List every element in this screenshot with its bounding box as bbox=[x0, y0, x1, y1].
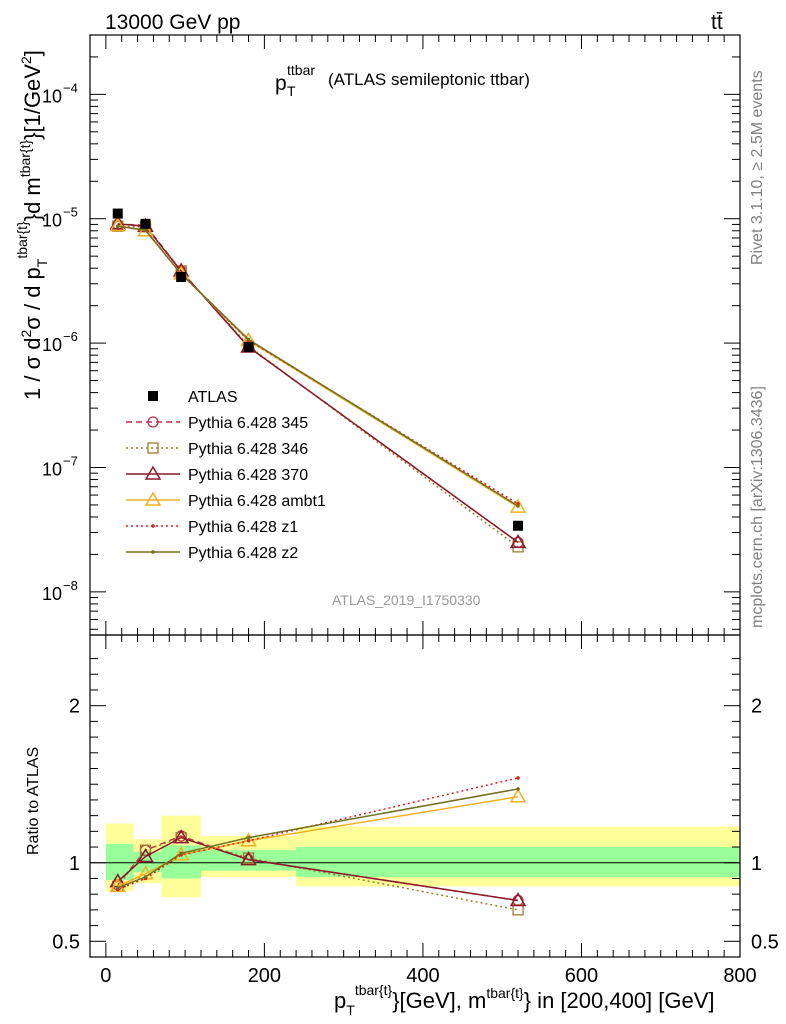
legend-marker bbox=[148, 391, 158, 401]
band-inner bbox=[296, 847, 740, 877]
svg-text:T: T bbox=[287, 83, 296, 99]
y-tick-label-right: 2 bbox=[751, 696, 762, 718]
legend-marker bbox=[151, 524, 155, 528]
legend-label: Pythia 6.428 z2 bbox=[188, 545, 298, 562]
y-tick-label: 1 bbox=[69, 853, 80, 875]
ratio-ylabel: Ratio to ATLAS bbox=[25, 747, 42, 855]
series-point bbox=[109, 215, 127, 230]
legend-label: Pythia 6.428 345 bbox=[188, 415, 308, 432]
ratio-series-point bbox=[172, 829, 190, 844]
rivet-label: Rivet 3.1.10, ≥ 2.5M events bbox=[749, 70, 766, 265]
header-left: 13000 GeV pp bbox=[105, 11, 240, 34]
series-point bbox=[115, 224, 120, 229]
y-tick-exponent: −5 bbox=[63, 205, 78, 220]
y-tick-label: 0.5 bbox=[52, 931, 80, 953]
svg-text:p: p bbox=[275, 72, 287, 95]
data-point bbox=[112, 208, 123, 219]
plot-title: p T ttbar (ATLAS semileptonic ttbar) bbox=[275, 62, 530, 99]
y-tick-label: 10 bbox=[42, 584, 62, 604]
legend-label: Pythia 6.428 z1 bbox=[188, 519, 298, 536]
svg-text:ttbar: ttbar bbox=[287, 62, 315, 78]
x-tick-label: 0 bbox=[100, 965, 111, 987]
series-point bbox=[509, 498, 527, 513]
svg-text:(ATLAS semileptonic ttbar): (ATLAS semileptonic ttbar) bbox=[328, 70, 530, 89]
analysis-id: ATLAS_2019_I1750330 bbox=[332, 592, 481, 608]
x-tick-label: 800 bbox=[723, 965, 756, 987]
legend-marker bbox=[151, 550, 155, 554]
ratio-series-point bbox=[516, 776, 520, 780]
legend: ATLAS Pythia 6.428 345 Pythia 6.428 346 Pyt… bbox=[126, 389, 326, 562]
header-right: tt̄ bbox=[711, 11, 723, 34]
legend-label: ATLAS bbox=[188, 389, 238, 406]
series-line bbox=[117, 223, 519, 543]
band-inner bbox=[200, 850, 297, 871]
ratio-series-line bbox=[117, 836, 519, 902]
series-point bbox=[109, 217, 127, 232]
legend-marker bbox=[147, 442, 159, 454]
legend-label: Pythia 6.428 346 bbox=[188, 441, 308, 458]
ratio-series-point bbox=[240, 851, 257, 866]
x-tick-label: 600 bbox=[565, 965, 598, 987]
ratio-series-point bbox=[246, 835, 251, 840]
ratio-series-line bbox=[117, 836, 519, 911]
legend-marker bbox=[144, 465, 162, 480]
y-tick-label-right: 0.5 bbox=[751, 931, 779, 953]
ratio-series-point bbox=[109, 877, 127, 893]
y-tick-exponent: −6 bbox=[63, 329, 78, 344]
legend-label: Pythia 6.428 ambt1 bbox=[188, 493, 326, 510]
ratio-series-point bbox=[246, 838, 251, 843]
ratio-panel: 0 200 400 600 800 0.5 0.5 1 1 2 2 bbox=[52, 35, 779, 987]
main-panel: 10−810−710−610−510−4 bbox=[42, 34, 741, 636]
ratio-series-point bbox=[137, 847, 154, 863]
series-point bbox=[246, 337, 251, 342]
y-tick-exponent: −4 bbox=[63, 80, 78, 95]
legend-marker bbox=[144, 491, 162, 506]
ratio-series-point bbox=[179, 851, 183, 856]
x-tick-label: 400 bbox=[406, 965, 439, 987]
y-tick-label-right: 1 bbox=[751, 853, 762, 875]
series-point bbox=[143, 228, 148, 232]
y-tick-label: 10 bbox=[42, 335, 62, 355]
data-point bbox=[176, 271, 187, 282]
band-inner bbox=[105, 843, 134, 881]
x-tick-label: 200 bbox=[248, 965, 281, 987]
svg-text:pTtbar{t}}[GeV], mtbar{t}} in: pTtbar{t}}[GeV], mtbar{t}} in [200,400] … bbox=[334, 982, 715, 1018]
series-point bbox=[516, 504, 520, 508]
x-axis-label: pTtbar{t}}[GeV], mtbar{t}} in [200,400] … bbox=[334, 982, 715, 1018]
ratio-series-point bbox=[509, 788, 527, 803]
legend-label: Pythia 6.428 370 bbox=[188, 467, 308, 484]
y-tick-label: 10 bbox=[42, 86, 62, 106]
legend-marker bbox=[147, 416, 159, 428]
mcplots-label: mcplots.cern.ch [arXiv:1306.3436] bbox=[749, 386, 766, 628]
y-tick-exponent: −7 bbox=[63, 453, 78, 468]
data-point bbox=[513, 520, 524, 531]
data-point bbox=[243, 342, 254, 353]
ratio-series-point bbox=[516, 787, 520, 791]
ratio-series-point bbox=[115, 886, 120, 890]
y-tick-label: 2 bbox=[69, 696, 80, 718]
ratio-series-point bbox=[143, 875, 148, 879]
series-point bbox=[509, 533, 527, 549]
ratio-series-point bbox=[139, 844, 152, 856]
ratio-series-point bbox=[512, 904, 524, 916]
y-tick-exponent: −8 bbox=[63, 578, 78, 593]
data-point bbox=[140, 218, 151, 229]
y-tick-label: 10 bbox=[42, 211, 62, 231]
y-tick-label: 10 bbox=[42, 459, 62, 479]
ratio-frame bbox=[89, 634, 741, 958]
ratio-series-point bbox=[509, 891, 527, 907]
